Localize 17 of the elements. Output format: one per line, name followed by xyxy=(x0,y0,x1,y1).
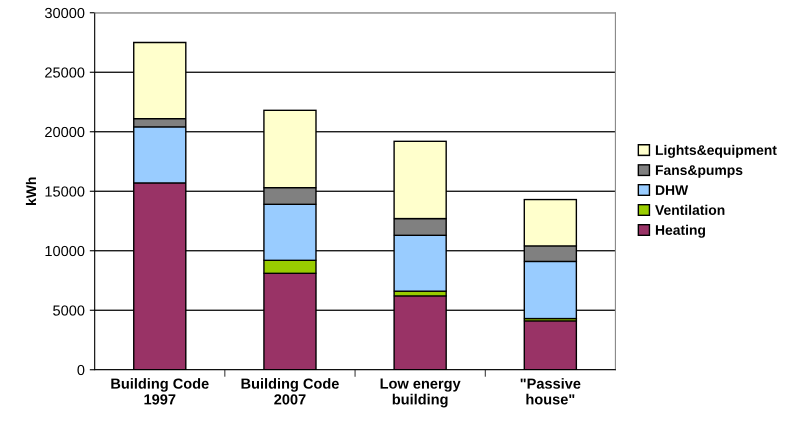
legend-label: Heating xyxy=(656,224,705,238)
legend-label: Fans&pumps xyxy=(656,165,742,178)
y-tick-label: 30000 xyxy=(44,8,84,18)
x-tick-label: Building Code 2007 xyxy=(242,378,339,405)
x-tick-label: Low energy building xyxy=(380,378,461,408)
x-tick-label: Building Code 1997 xyxy=(111,378,209,405)
y-tick-label: 10000 xyxy=(46,246,84,256)
y-tick-label: 0 xyxy=(77,364,84,376)
x-tick-label: "Passive house" xyxy=(520,378,580,405)
y-tick-label: 25000 xyxy=(45,67,84,78)
legend-label: Lights&equipment xyxy=(656,144,777,158)
legend-label: DHW xyxy=(656,185,688,195)
y-tick-label: 15000 xyxy=(46,186,84,197)
legend-label: Ventilation xyxy=(655,204,724,215)
y-tick-label: 5000 xyxy=(53,305,84,316)
y-axis-title: kWh xyxy=(26,177,36,205)
y-tick-label: 20000 xyxy=(45,126,84,138)
